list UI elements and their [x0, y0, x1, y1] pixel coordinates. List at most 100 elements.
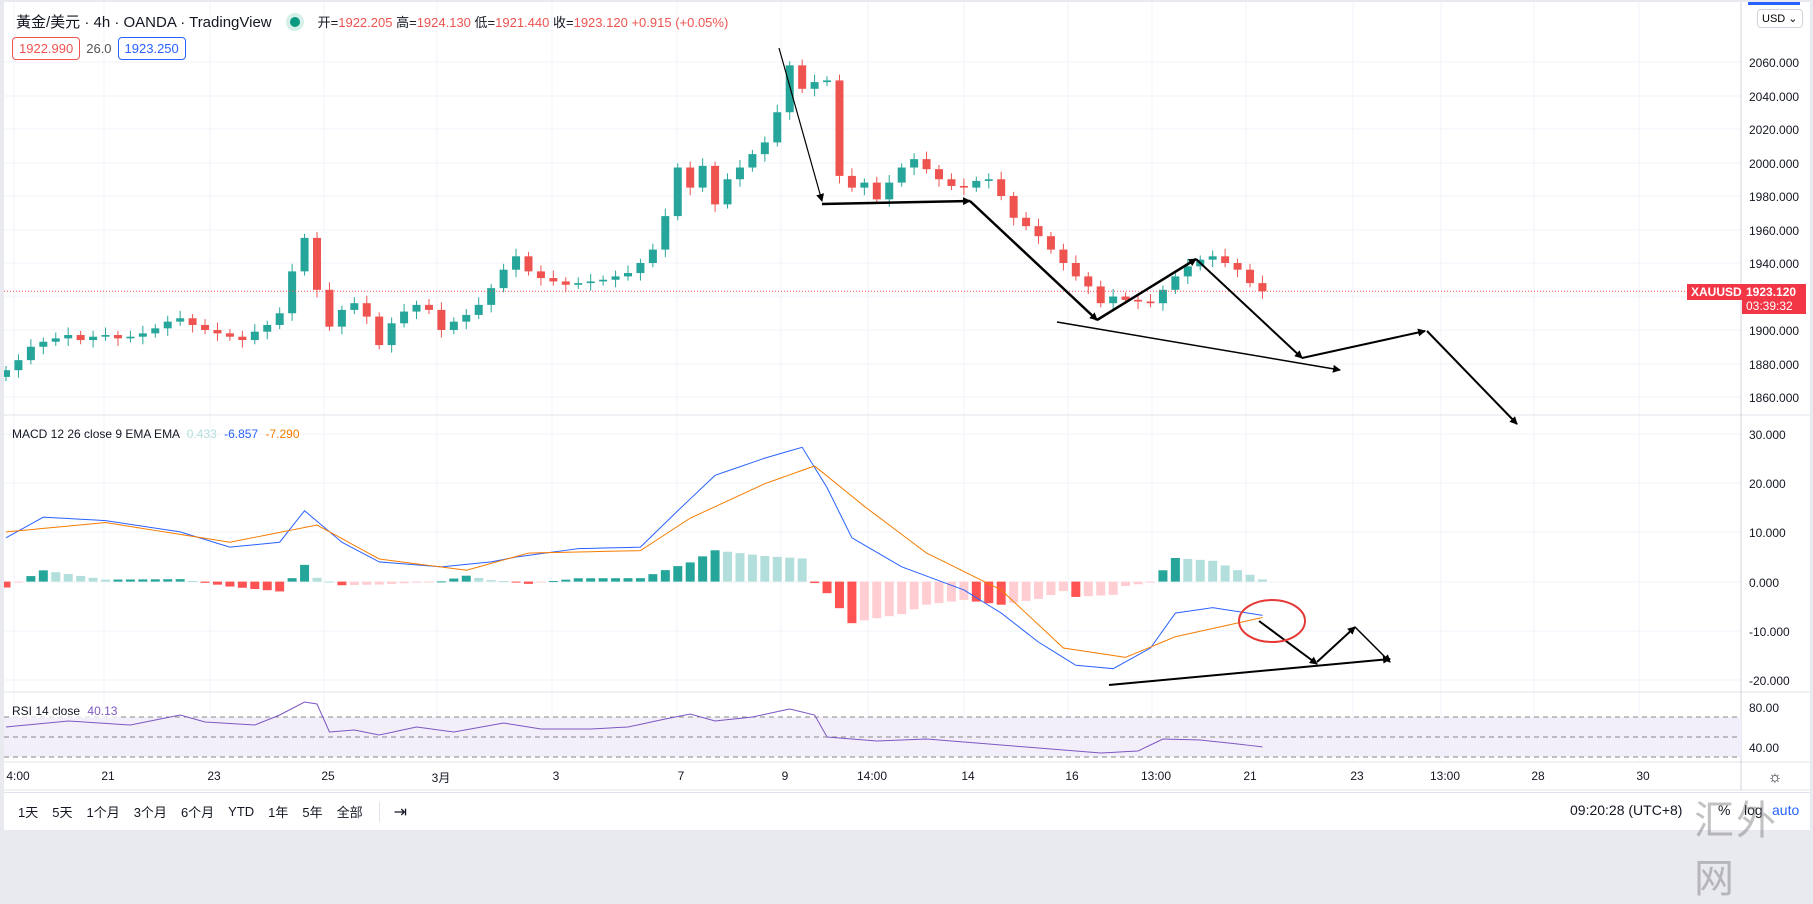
macd-histogram-bar [523, 581, 533, 584]
candle-body [26, 346, 35, 361]
macd-histogram-bar [449, 578, 459, 582]
candle-body [288, 271, 297, 314]
trend-arrow-annotation [1056, 321, 1341, 373]
macd-legend[interactable]: MACD 12 26 close 9 EMA EMA 0.433 -6.857 … [12, 427, 300, 441]
last-price: 1923.120 [1746, 285, 1797, 299]
macd-histogram-bar [959, 581, 969, 601]
change-value: +0.915 (+0.05%) [631, 15, 729, 30]
macd-histogram-bar [349, 581, 359, 586]
candle-body [1258, 283, 1267, 292]
candle-body [599, 279, 608, 282]
macd-histogram-bar [1257, 579, 1267, 582]
candle-body [661, 216, 670, 250]
time-tick: 14:00 [856, 769, 888, 783]
macd-histogram-bar [175, 579, 185, 582]
macd-histogram-bar [1220, 565, 1230, 582]
macd-histogram-bar [548, 581, 558, 583]
range-1y-button[interactable]: 1年 [268, 805, 289, 820]
watermark-logo: 汇外网 [1694, 799, 1778, 901]
rsi-legend[interactable]: RSI 14 close 40.13 [12, 704, 118, 718]
range-5d-button[interactable]: 5天 [52, 805, 73, 820]
macd-histogram-bar [1108, 581, 1118, 595]
macd-histogram-bar [362, 581, 372, 585]
macd-histogram-bar [785, 557, 795, 582]
symbol-title[interactable]: 黃金/美元 · 4h · OANDA · TradingView [16, 14, 272, 31]
macd-histogram-bar [573, 578, 583, 582]
settings-gear-icon[interactable]: ☼ [1767, 769, 1783, 786]
chart-canvas[interactable] [4, 2, 1810, 792]
time-tick: 21 [1243, 769, 1257, 783]
range-3m-button[interactable]: 3个月 [133, 805, 167, 820]
candle-body [922, 159, 931, 170]
candle-body [1096, 286, 1105, 304]
go-to-date-icon[interactable]: ⇥ [393, 803, 408, 821]
candle-body [449, 321, 458, 330]
time-tick: 21 [101, 769, 115, 783]
candle-body [113, 335, 122, 339]
range-all-button[interactable]: 全部 [336, 805, 363, 820]
macd-histogram-bar [1058, 581, 1068, 592]
candle-body [1009, 196, 1018, 218]
range-ytd-button[interactable]: YTD [228, 804, 255, 819]
range-1m-button[interactable]: 1个月 [86, 805, 120, 820]
candle-body [76, 335, 85, 341]
candle-body [462, 314, 471, 322]
symbol-price-tag: XAUUSD [1687, 284, 1746, 300]
time-tick: 3月 [431, 771, 451, 785]
chart-header: 黃金/美元 · 4h · OANDA · TradingView 开=1922.… [16, 11, 728, 32]
buy-price-button[interactable]: 1923.250 [117, 37, 186, 60]
macd-histogram-bar [275, 581, 285, 592]
candle-body [872, 182, 881, 200]
macd-histogram-bar [76, 575, 86, 582]
range-6m-button[interactable]: 6个月 [180, 805, 215, 820]
candle-body [1183, 266, 1192, 277]
auto-scale-toggle[interactable]: auto [1772, 802, 1800, 818]
macd-histogram-bar [1034, 581, 1044, 599]
macd-histogram-bar [237, 581, 247, 588]
candle-body [313, 237, 321, 290]
percent-scale-toggle[interactable]: % [1718, 802, 1731, 818]
candle-body [238, 336, 247, 341]
candle-body [773, 112, 782, 143]
macd-histogram-bar [635, 578, 645, 582]
price-tick: 2040.000 [1749, 90, 1800, 104]
candle-body [735, 167, 744, 180]
candle-body [549, 278, 558, 282]
candle-body [611, 276, 620, 280]
candle-body [586, 281, 595, 284]
clock-timezone-button[interactable]: 09:20:28 (UTC+8) [1570, 802, 1683, 818]
macd-tick: 30.000 [1749, 428, 1786, 442]
candle-body [972, 180, 981, 188]
macd-histogram-bar [26, 576, 36, 582]
macd-histogram-bar [13, 581, 23, 583]
macd-histogram-bar [909, 581, 919, 610]
candle-body [798, 65, 807, 89]
range-1d-button[interactable]: 1天 [18, 805, 39, 820]
macd-histogram-bar [611, 578, 621, 582]
range-5y-button[interactable]: 5年 [302, 805, 323, 820]
log-scale-toggle[interactable]: log [1744, 802, 1763, 818]
macd-histogram-bar [412, 581, 422, 583]
candle-body [250, 331, 259, 341]
time-tick: 4:00 [6, 769, 30, 783]
macd-tick: 0.000 [1749, 576, 1780, 590]
time-tick: 23 [1350, 769, 1364, 783]
low-label: 低= [474, 15, 496, 30]
candle-body [225, 333, 234, 337]
macd-histogram-bar [834, 581, 844, 609]
price-tick: 1980.000 [1749, 190, 1800, 204]
candle-body [935, 169, 943, 180]
macd-histogram-bar [461, 575, 471, 582]
sell-price-button[interactable]: 1922.990 [12, 37, 81, 60]
macd-histogram-bar [300, 564, 310, 582]
rsi-value: 40.13 [87, 704, 118, 718]
open-label: 开= [317, 15, 339, 30]
candle-body [263, 324, 272, 332]
macd-histogram-bar [1195, 559, 1205, 582]
candle-body [4, 370, 10, 377]
currency-dropdown[interactable]: USD ⌄ [1757, 9, 1803, 28]
ohlc-readout: 开=1922.205 高=1924.130 低=1921.440 收=1923.… [318, 12, 729, 31]
macd-histogram-bar [710, 550, 720, 582]
candle-body [947, 179, 956, 186]
candle-body [101, 335, 110, 337]
